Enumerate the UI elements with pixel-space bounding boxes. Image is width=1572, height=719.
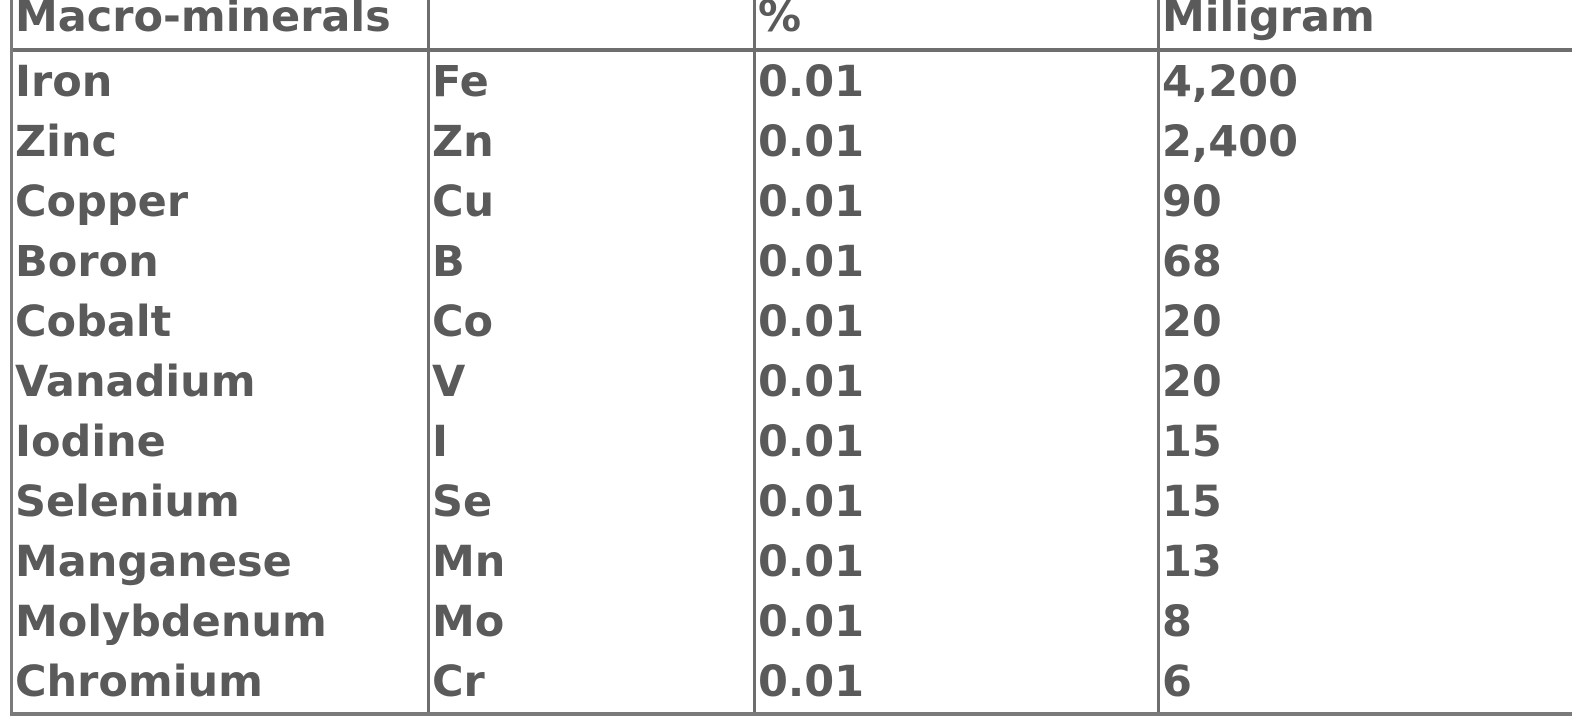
header-mineral: Macro-minerals [13,0,430,52]
cell-percent: 0.01 [756,292,1160,352]
cell-symbol: I [430,412,756,472]
header-row: Macro-minerals % Miligram [13,0,1572,52]
table-row: Molybdenum Mo 0.01 8 [13,592,1572,652]
cell-milligram: 90 [1162,177,1222,227]
cell-mineral: Manganese [13,532,430,592]
cell-mineral: Copper [13,172,430,232]
cell-symbol: Co [430,292,756,352]
header-milligram: Miligram [1160,0,1572,52]
cell-percent: 0.01 [756,172,1160,232]
cell-mineral: Vanadium [13,352,430,412]
minerals-table-container: Macro-minerals % Miligram Iron Fe 0.01 4,20… [10,0,1572,716]
cell-percent: 0.01 [756,352,1160,412]
cell-mineral: Boron [13,232,430,292]
header-symbol [430,0,756,52]
cell-percent: 0.01 [756,52,1160,112]
cell-milligram: 8 [1162,597,1192,647]
cell-milligram: 15 [1162,417,1222,467]
cell-milligram: 6 [1162,657,1192,707]
cell-milligram: 13 [1162,537,1222,587]
cell-mineral: Iodine [13,412,430,472]
cell-symbol: Mo [430,592,756,652]
table-row: Chromium Cr 0.01 6 [13,652,1572,712]
cell-symbol: Cu [430,172,756,232]
cell-symbol: Se [430,472,756,532]
cell-percent: 0.01 [756,532,1160,592]
table-row: Manganese Mn 0.01 13 [13,532,1572,592]
cell-percent: 0.01 [756,232,1160,292]
cell-percent: 0.01 [756,652,1160,712]
cell-percent: 0.01 [756,112,1160,172]
cell-symbol: Cr [430,652,756,712]
cell-mineral: Selenium [13,472,430,532]
table-row: Vanadium V 0.01 20 [13,352,1572,412]
minerals-table: Macro-minerals % Miligram Iron Fe 0.01 4,20… [10,0,1572,716]
cell-percent: 0.01 [756,412,1160,472]
cell-symbol: V [430,352,756,412]
cell-percent: 0.01 [756,592,1160,652]
cell-symbol: Mn [430,532,756,592]
table-row: Zinc Zn 0.01 2,400 [13,112,1572,172]
table-row: Selenium Se 0.01 15 [13,472,1572,532]
cell-milligram: 20 [1162,357,1222,407]
cell-milligram: 2,400 [1162,117,1299,167]
cell-percent: 0.01 [756,472,1160,532]
cell-mineral: Chromium [13,652,430,712]
cell-milligram: 68 [1162,237,1222,287]
table-row: Boron B 0.01 68 [13,232,1572,292]
cell-mineral: Zinc [13,112,430,172]
header-percent: % [756,0,1160,52]
table-row: Iodine I 0.01 15 [13,412,1572,472]
cell-symbol: B [430,232,756,292]
cell-milligram: 20 [1162,297,1222,347]
cell-mineral: Molybdenum [13,592,430,652]
table-row: Copper Cu 0.01 90 [13,172,1572,232]
cell-symbol: Fe [430,52,756,112]
cell-mineral: Iron [13,52,430,112]
cell-symbol: Zn [430,112,756,172]
table-row: Cobalt Co 0.01 20 [13,292,1572,352]
cell-milligram: 4,200 [1162,57,1299,107]
cell-milligram: 15 [1162,477,1222,527]
cell-mineral: Cobalt [13,292,430,352]
table-row: Iron Fe 0.01 4,200 [13,52,1572,112]
